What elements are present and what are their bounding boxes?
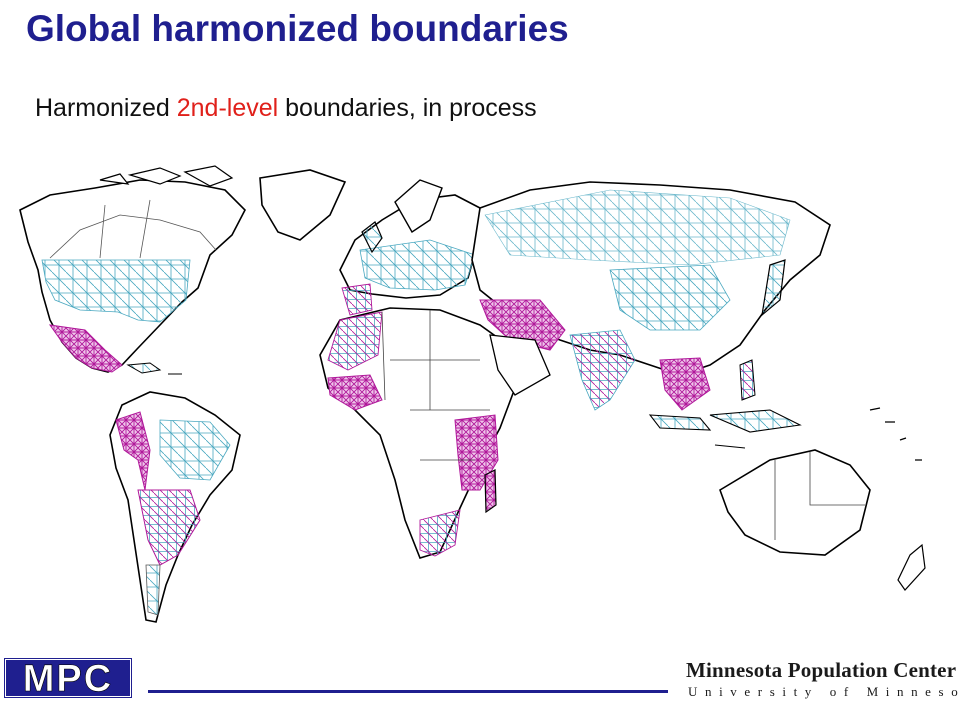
caribbean-islands xyxy=(126,362,182,375)
arabian-peninsula xyxy=(489,334,551,396)
europe-mesh xyxy=(359,239,476,291)
philippines-mesh xyxy=(739,359,756,401)
india-mesh xyxy=(569,329,636,411)
greenland-landmass xyxy=(259,169,347,241)
mexico-mesh xyxy=(48,324,123,373)
indonesia xyxy=(648,409,802,449)
russia-mesh xyxy=(484,189,791,266)
australia-landmass xyxy=(719,449,871,556)
mpc-logo-text: MPC xyxy=(23,658,113,698)
southeast-asia-mesh xyxy=(659,357,711,411)
australia-states xyxy=(774,452,865,540)
slide-subtitle: Harmonized 2nd-level boundaries, in proc… xyxy=(35,94,537,123)
center-name: Minnesota Population Center xyxy=(686,658,957,682)
west-africa-mesh xyxy=(327,374,383,411)
scandinavia-landmass xyxy=(394,179,443,233)
brazil-states xyxy=(159,419,231,481)
footer-rule xyxy=(148,690,668,693)
madagascar xyxy=(484,469,497,514)
patagonia-mesh xyxy=(145,564,161,616)
pacific-islands xyxy=(869,407,922,461)
subtitle-suffix: boundaries, in process xyxy=(278,94,537,122)
usa-county-mesh xyxy=(41,259,191,323)
world-map xyxy=(19,165,926,623)
canada-provinces xyxy=(49,199,217,259)
east-africa-mesh xyxy=(454,414,499,491)
north-africa-mesh xyxy=(327,311,383,371)
subtitle-prefix: Harmonized xyxy=(35,94,177,122)
arctic-islands xyxy=(99,165,234,187)
africa-country-borders xyxy=(381,310,490,461)
southern-cone-mesh xyxy=(137,489,201,566)
subtitle-highlight: 2nd-level xyxy=(176,94,279,122)
middle-east-mesh xyxy=(479,299,566,351)
china-mesh xyxy=(609,264,731,331)
slide-title: Global harmonized boundaries xyxy=(26,8,569,49)
new-zealand xyxy=(897,543,926,591)
mpc-logo: MPC xyxy=(4,658,132,698)
university-name: University of Minnesota xyxy=(688,684,960,699)
iberia-mesh xyxy=(341,283,373,316)
southern-africa-mesh xyxy=(419,509,461,557)
british-isles xyxy=(361,221,383,254)
japan xyxy=(761,259,786,317)
